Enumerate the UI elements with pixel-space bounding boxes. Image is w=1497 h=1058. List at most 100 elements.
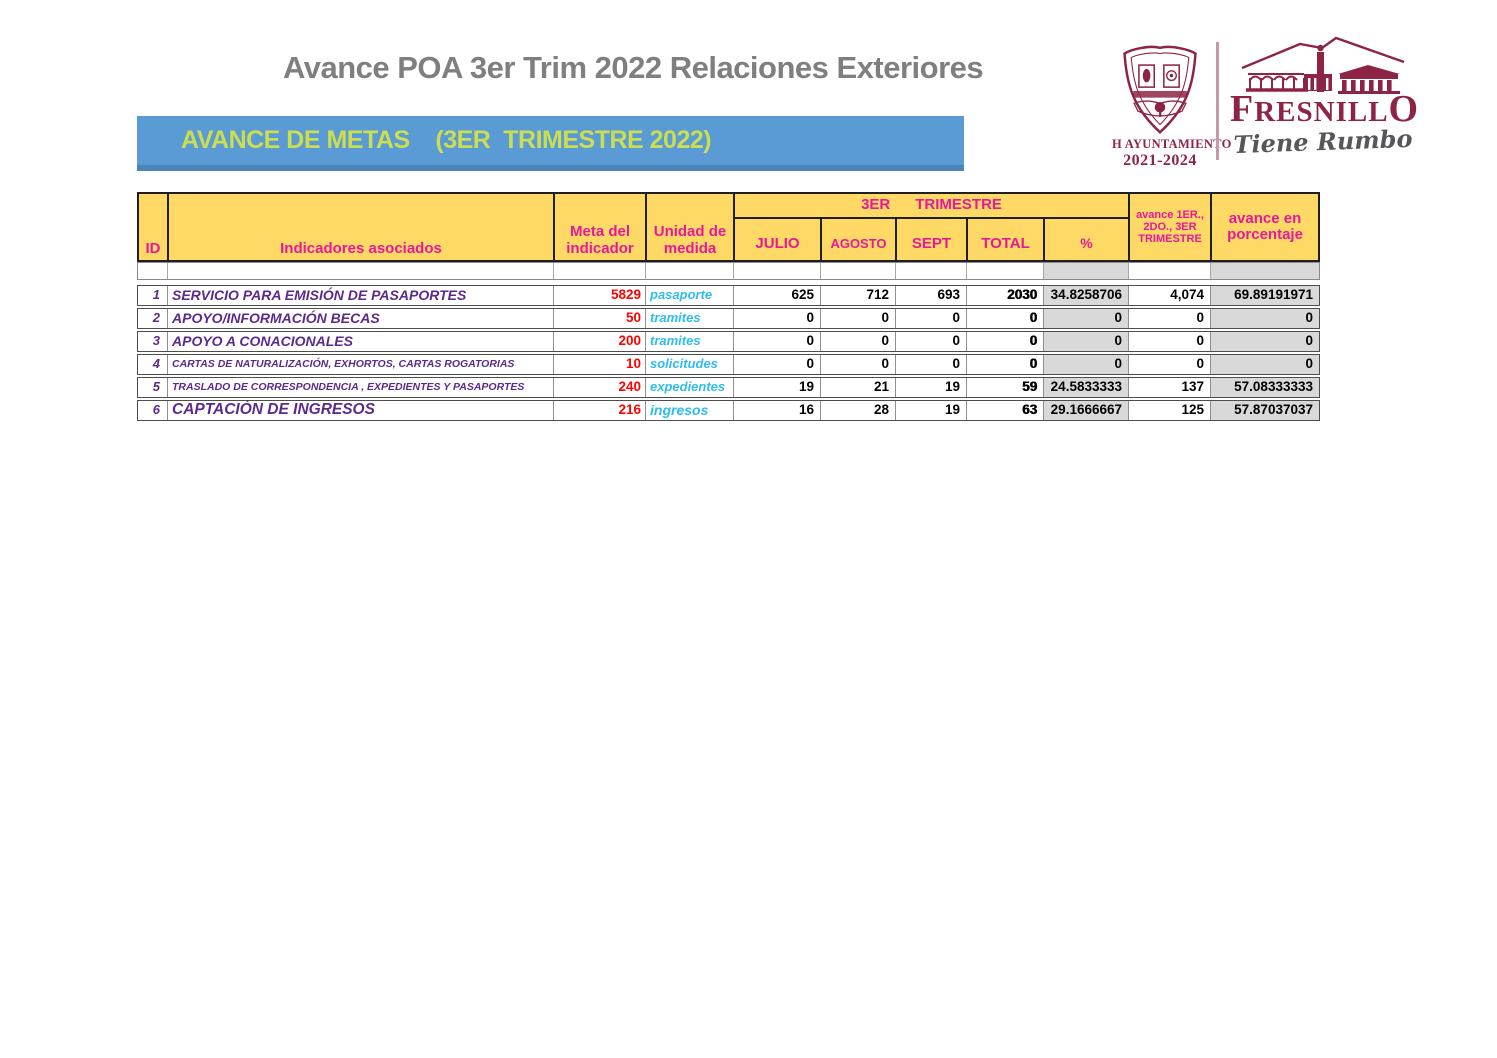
header-id: ID <box>138 193 168 261</box>
header-percent: % <box>1044 218 1129 261</box>
cell-id: 6 <box>138 401 168 420</box>
cell-avance-porcentaje: 69.89191971 <box>1211 286 1319 305</box>
cell-avance-porcentaje: 57.87037037 <box>1211 401 1319 420</box>
fresnillo-logo: H AYUNTAMIENTO 2021-2024 <box>1112 26 1420 170</box>
table-row: 3 APOYO A CONACIONALES 200 tramites 0 0 … <box>137 331 1320 352</box>
cell-sept: 0 <box>896 355 967 374</box>
header-meta: Meta del indicador <box>554 193 646 261</box>
cell-avance: 0 <box>1129 332 1211 351</box>
seal-caption: H AYUNTAMIENTO <box>1112 137 1232 151</box>
cell-meta: 10 <box>554 355 646 374</box>
page-title: Avance POA 3er Trim 2022 Relaciones Exte… <box>283 50 984 85</box>
cell-meta: 240 <box>554 378 646 397</box>
municipal-seal: H AYUNTAMIENTO 2021-2024 <box>1112 44 1232 170</box>
cell-total: 0 <box>967 309 1044 328</box>
cell-avance: 0 <box>1129 355 1211 374</box>
cell-percent: 0 <box>1044 355 1129 374</box>
cell-total: 2030 <box>967 286 1044 305</box>
cell-unit: ingresos <box>646 401 734 420</box>
table-row: 6 CAPTACIÓN DE INGRESOS 216 ingresos 16 … <box>137 400 1320 421</box>
cell-meta: 5829 <box>554 286 646 305</box>
cell-percent: 24.5833333 <box>1044 378 1129 397</box>
table-row: 1 SERVICIO PARA EMISIÓN DE PASAPORTES 58… <box>137 285 1320 306</box>
cell-julio: 16 <box>734 401 821 420</box>
logo-divider <box>1216 42 1219 160</box>
cell-avance: 137 <box>1129 378 1211 397</box>
cell-agosto: 0 <box>821 309 896 328</box>
cell-sept: 0 <box>896 309 967 328</box>
cell-percent: 34.8258706 <box>1044 286 1129 305</box>
seal-years: 2021-2024 <box>1123 152 1197 169</box>
cell-percent: 0 <box>1044 309 1129 328</box>
colonnade-building-icon <box>1241 36 1405 94</box>
cell-indicator: TRASLADO DE CORRESPONDENCIA , EXPEDIENTE… <box>168 378 554 397</box>
header-agosto: AGOSTO <box>821 218 896 261</box>
cell-julio: 0 <box>734 332 821 351</box>
cell-indicator: APOYO/INFORMACIÓN BECAS <box>168 309 554 328</box>
cell-agosto: 0 <box>821 332 896 351</box>
header-unit: Unidad de medida <box>646 193 734 261</box>
cell-avance: 125 <box>1129 401 1211 420</box>
table-row: 4 CARTAS DE NATURALIZACIÓN, EXHORTOS, CA… <box>137 354 1320 375</box>
cell-id: 2 <box>138 309 168 328</box>
cell-unit: tramites <box>646 332 734 351</box>
cell-sept: 19 <box>896 378 967 397</box>
cell-meta: 216 <box>554 401 646 420</box>
cell-avance-porcentaje: 0 <box>1211 355 1319 374</box>
cell-unit: tramites <box>646 309 734 328</box>
cell-agosto: 28 <box>821 401 896 420</box>
table-row: 5 TRASLADO DE CORRESPONDENCIA , EXPEDIEN… <box>137 377 1320 398</box>
cell-total: 59 <box>967 378 1044 397</box>
cell-percent: 29.1666667 <box>1044 401 1129 420</box>
cell-meta: 50 <box>554 309 646 328</box>
table-header: ID Indicadores asociados Meta del indica… <box>137 192 1320 262</box>
cell-julio: 19 <box>734 378 821 397</box>
cell-julio: 625 <box>734 286 821 305</box>
cell-avance-porcentaje: 57.08333333 <box>1211 378 1319 397</box>
cell-total: 63 <box>967 401 1044 420</box>
metas-banner: AVANCE DE METAS (3ER TRIMESTRE 2022) <box>137 116 964 171</box>
spacer-row <box>137 262 1320 280</box>
header-total: TOTAL <box>967 218 1044 261</box>
cell-indicator: CAPTACIÓN DE INGRESOS <box>168 401 554 420</box>
cell-sept: 19 <box>896 401 967 420</box>
cell-id: 4 <box>138 355 168 374</box>
header-quarter-group: 3ER TRIMESTRE <box>734 193 1129 218</box>
cell-unit: expedientes <box>646 378 734 397</box>
municipal-seal-icon <box>1123 45 1197 134</box>
cell-julio: 0 <box>734 309 821 328</box>
fresnillo-brand: FRESNILLO Tiene Rumbo <box>1230 32 1420 160</box>
poa-table: ID Indicadores asociados Meta del indica… <box>137 192 1320 423</box>
header-julio: JULIO <box>734 218 821 261</box>
fresnillo-wordmark: FRESNILLO <box>1230 88 1420 130</box>
header-avance-trimestres: avance 1ER., 2DO., 3ER TRIMESTRE <box>1129 193 1211 261</box>
cell-id: 1 <box>138 286 168 305</box>
cell-id: 3 <box>138 332 168 351</box>
banner-title: AVANCE DE METAS (3ER TRIMESTRE 2022) <box>181 126 712 154</box>
cell-avance-porcentaje: 0 <box>1211 332 1319 351</box>
cell-unit: pasaporte <box>646 286 734 305</box>
cell-agosto: 0 <box>821 355 896 374</box>
cell-agosto: 712 <box>821 286 896 305</box>
cell-unit: solicitudes <box>646 355 734 374</box>
cell-indicator: CARTAS DE NATURALIZACIÓN, EXHORTOS, CART… <box>168 355 554 374</box>
cell-percent: 0 <box>1044 332 1129 351</box>
cell-avance-porcentaje: 0 <box>1211 309 1319 328</box>
cell-avance: 0 <box>1129 309 1211 328</box>
header-indicators: Indicadores asociados <box>168 193 554 261</box>
cell-indicator: SERVICIO PARA EMISIÓN DE PASAPORTES <box>168 286 554 305</box>
cell-avance: 4,074 <box>1129 286 1211 305</box>
cell-sept: 0 <box>896 332 967 351</box>
table-row: 2 APOYO/INFORMACIÓN BECAS 50 tramites 0 … <box>137 308 1320 329</box>
cell-sept: 693 <box>896 286 967 305</box>
cell-total: 0 <box>967 332 1044 351</box>
cell-total: 0 <box>967 355 1044 374</box>
header-sept: SEPT <box>896 218 967 261</box>
cell-agosto: 21 <box>821 378 896 397</box>
cell-indicator: APOYO A CONACIONALES <box>168 332 554 351</box>
cell-meta: 200 <box>554 332 646 351</box>
fresnillo-tagline: Tiene Rumbo <box>1233 123 1413 160</box>
header-avance-porcentaje: avance en porcentaje <box>1211 193 1319 261</box>
cell-id: 5 <box>138 378 168 397</box>
